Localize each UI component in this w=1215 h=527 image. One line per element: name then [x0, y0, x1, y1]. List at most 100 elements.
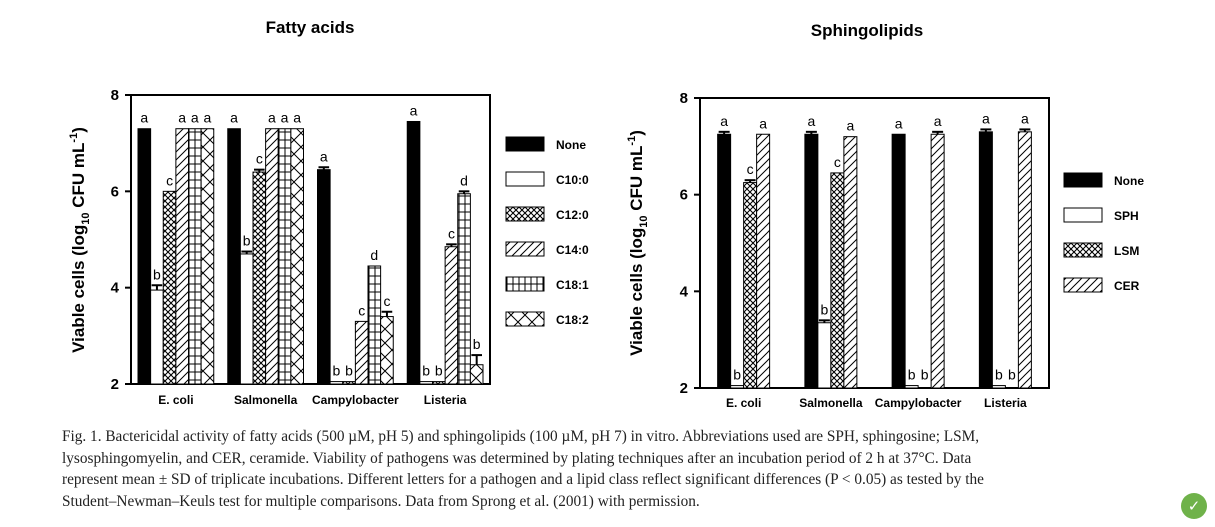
bar [930, 133, 945, 389]
caption-line: lysosphingomyelin, and CER, ceramide. Vi… [62, 449, 972, 467]
significance-letter: b [473, 336, 481, 352]
significance-letter: c [383, 293, 390, 309]
significance-letter: b [995, 367, 1003, 383]
significance-letter: b [820, 301, 828, 317]
significance-letter: b [333, 363, 341, 379]
significance-letter: b [1008, 367, 1016, 383]
category-label: Salmonella [234, 393, 298, 407]
legend-label: SPH [1114, 209, 1139, 223]
bar [317, 169, 331, 385]
plot-frame [699, 97, 1050, 389]
legend-label: C18:2 [556, 313, 589, 327]
sphingolipids-chart: Sphingolipids Viable cells (log10 CFU mL… [626, 21, 1144, 410]
significance-letter: a [934, 113, 942, 129]
bar [978, 131, 993, 389]
significance-letter: b [435, 363, 443, 379]
significance-letter: b [153, 266, 161, 282]
bar [419, 381, 433, 385]
bar [200, 128, 215, 385]
significance-letter: a [178, 110, 186, 126]
leaf-check-icon[interactable]: ✓ [1181, 493, 1207, 519]
bar [162, 190, 177, 385]
bar [150, 289, 164, 385]
legend-swatch [1063, 207, 1103, 223]
legend-label: CER [1114, 279, 1140, 293]
significance-letter: b [921, 367, 929, 383]
significance-letter: a [807, 113, 815, 129]
bar [743, 182, 758, 389]
legend-swatch [505, 241, 545, 257]
legend-label: C18:1 [556, 278, 589, 292]
significance-letter: a [140, 110, 148, 126]
legend-swatch [1063, 277, 1103, 293]
caption-line: Fig. 1. Bactericidal activity of fatty a… [62, 428, 980, 445]
category-label: E. coli [726, 396, 761, 410]
bar [1017, 131, 1032, 389]
significance-letter: a [230, 110, 238, 126]
bar [444, 246, 459, 385]
legend-swatch [1063, 172, 1103, 188]
significance-letter: b [243, 233, 251, 249]
bar [367, 265, 382, 385]
legend-swatch [505, 311, 545, 327]
significance-letter: a [982, 110, 990, 126]
bar [354, 320, 369, 385]
bar [756, 133, 771, 389]
category-label: Campylobacter [312, 393, 399, 407]
legend-label: C10:0 [556, 173, 589, 187]
significance-letter: a [268, 110, 276, 126]
legend-swatch [505, 171, 545, 187]
legend-label: C14:0 [556, 243, 589, 257]
significance-letter: a [846, 118, 854, 134]
bar [804, 133, 819, 389]
significance-letter: b [733, 367, 741, 383]
significance-letter: a [895, 115, 903, 131]
y-tick-label: 6 [680, 187, 688, 204]
y-tick-label: 6 [111, 183, 119, 200]
figure-caption: Fig. 1. Bactericidal activity of fatty a… [62, 426, 1162, 512]
y-tick-label: 2 [680, 380, 688, 397]
legend-label: C12:0 [556, 208, 589, 222]
significance-letter: a [1021, 110, 1029, 126]
bar [265, 128, 279, 385]
legend-label: None [556, 138, 586, 152]
significance-letter: c [747, 161, 754, 177]
chart-title: Sphingolipids [811, 21, 923, 40]
caption-line: represent mean ± SD of triplicate incuba… [62, 471, 984, 488]
bar [175, 128, 189, 385]
y-tick-label: 4 [111, 280, 120, 297]
significance-letter: c [448, 225, 455, 241]
bar [227, 128, 241, 385]
bar [717, 133, 732, 389]
bar [406, 120, 421, 385]
y-tick-label: 4 [680, 283, 689, 300]
bar [290, 128, 304, 385]
caption-line: Student–Newman–Keuls test for multiple c… [62, 492, 700, 510]
significance-letter: a [320, 148, 328, 164]
legend-label: LSM [1114, 244, 1139, 258]
plot-area: 2 4 6 8 E. coli a b c a Salmonella a b c a Campylobact… [680, 90, 1050, 410]
significance-letter: b [345, 363, 353, 379]
significance-letter: c [358, 302, 365, 318]
bar [329, 381, 344, 385]
bar [817, 322, 832, 389]
bar [239, 253, 254, 385]
bar [730, 385, 745, 389]
bar [432, 381, 446, 385]
legend: None SPH LSM CER [1063, 172, 1144, 293]
bar [188, 128, 202, 385]
significance-letter: a [720, 113, 728, 129]
bar [469, 364, 484, 385]
significance-letter: b [908, 367, 916, 383]
significance-letter: a [204, 110, 212, 126]
bar [342, 381, 356, 385]
significance-letter: a [281, 110, 289, 126]
significance-letter: c [834, 154, 841, 170]
significance-letter: a [410, 102, 418, 118]
bar [830, 172, 845, 389]
bar [991, 385, 1006, 389]
bar [137, 128, 152, 385]
bar [457, 193, 471, 385]
bar [252, 171, 267, 385]
